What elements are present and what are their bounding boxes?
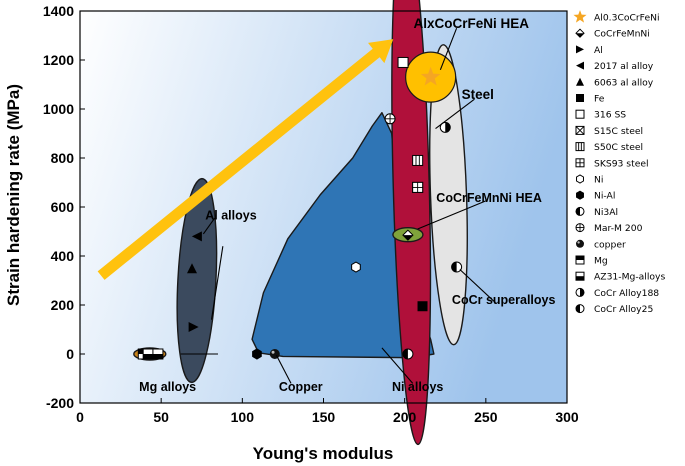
x-tick-label: 200: [393, 409, 417, 425]
legend-label-sks93-steel: SKS93 steel: [594, 158, 649, 169]
axes: 0 50 100 150 200 250 300 -20002004006008001000…: [43, 3, 579, 425]
legend-marker-copper: [576, 239, 584, 248]
legend-label-fe: Fe: [594, 94, 605, 105]
point-fe: [417, 301, 428, 312]
annotation-ni-alloys: Ni alloys: [392, 380, 443, 394]
plot-area: AlxCoCrFeNi HEA Steel CoCrFeMnNi HEA Al all…: [79, 0, 568, 446]
legend-label-s50c-steel: S50C steel: [594, 142, 643, 153]
annotation-leader: [210, 246, 224, 320]
legend-label-cocrfemnni: CoCrFeMnNi: [594, 29, 650, 40]
point-az31-mg-alloys: [142, 348, 154, 360]
point-ni3al: [402, 348, 414, 360]
point-ni-al: [252, 348, 262, 360]
x-tick-label: 300: [555, 409, 579, 425]
legend: Al0.3CoCrFeNi CoCrFeMnNi Al 2017 al alloy 60…: [573, 10, 665, 315]
legend-marker-ni-al: [576, 190, 584, 200]
y-tick-label: 400: [51, 248, 75, 264]
y-tick-label: 200: [51, 297, 75, 313]
annotation-al-alloys: Al alloys: [205, 208, 256, 222]
legend-marker-cocrfemnni: [575, 28, 585, 38]
legend-marker-mar-m-200: [575, 223, 585, 233]
point-cocr-alloy25: [451, 261, 463, 273]
annotation-copper: Copper: [279, 380, 323, 394]
legend-marker-ni: [576, 174, 584, 184]
legend-marker-mg: [575, 255, 585, 265]
y-tick-label: 0: [66, 346, 74, 362]
point-cocr-alloy188: [439, 121, 451, 133]
legend-marker-2017-al-alloy: [576, 61, 584, 70]
legend-marker-al: [576, 45, 584, 54]
legend-label-2017-al-alloy: 2017 al alloy: [594, 61, 654, 72]
legend-label-s15c-steel: S15C steel: [594, 126, 643, 137]
annotation-leader: [202, 217, 216, 235]
legend-label-cocr-alloy188: CoCr Alloy188: [594, 288, 659, 299]
legend-marker-az31-mg-alloys: [575, 271, 585, 281]
legend-marker-316-ss: [575, 109, 585, 119]
y-axis-title: Strain hardening rate (MPa): [4, 84, 23, 306]
annotation-mg-alloys: Mg alloys: [139, 380, 196, 394]
annotation-steel: Steel: [462, 87, 494, 102]
legend-label-ni: Ni: [594, 175, 603, 186]
legend-label-copper: copper: [594, 239, 626, 250]
x-tick-label: 250: [474, 409, 498, 425]
y-tick-label: 600: [51, 199, 75, 215]
point-s50c-steel: [412, 154, 424, 166]
legend-marker-s50c-steel: [575, 142, 585, 152]
y-tick-label: 800: [51, 150, 75, 166]
annotation-cocrfemnni-hea: CoCrFeMnNi HEA: [436, 191, 542, 205]
annotation-leader: [275, 354, 292, 384]
legend-label-6063-al-alloy: 6063 al alloy: [594, 77, 654, 88]
y-tick-label: -200: [46, 395, 74, 411]
annotation-leader: [459, 269, 495, 302]
point-cocrfemnni: [402, 229, 414, 241]
x-tick-label: 0: [76, 409, 84, 425]
legend-marker-cocr-alloy25: [575, 304, 585, 314]
point-316-ss: [397, 56, 409, 68]
point-mar-m-200: [384, 113, 396, 125]
trend-arrow: [97, 39, 394, 280]
x-axis-title: Young's modulus: [253, 444, 394, 463]
legend-marker-sks93-steel: [575, 158, 585, 168]
x-tick-label: 150: [312, 409, 336, 425]
legend-label-az31-mg-alloys: AZ31-Mg-alloys: [594, 272, 665, 283]
legend-marker-cocr-alloy188: [575, 287, 585, 297]
legend-marker-s15c-steel: [575, 125, 585, 135]
legend-label-cocr-alloy25: CoCr Alloy25: [594, 304, 653, 315]
legend-marker-6063-al-alloy: [576, 77, 584, 86]
y-tick-label: 1200: [43, 52, 74, 68]
legend-label-al: Al: [594, 45, 603, 56]
legend-label-mg: Mg: [594, 256, 608, 267]
point-az31-mg-alloys: [152, 348, 164, 360]
x-tick-label: 50: [153, 409, 169, 425]
steel-region: [391, 0, 432, 446]
y-tick-label: 1400: [43, 3, 74, 19]
y-tick-label: 1000: [43, 101, 74, 117]
legend-label-mar-m-200: Mar-M 200: [594, 223, 643, 234]
legend-label-316-ss: 316 SS: [594, 110, 626, 121]
annotation-leader: [435, 98, 475, 130]
point-ni: [351, 261, 361, 273]
legend-marker-fe: [576, 94, 584, 102]
annotation-leader: [439, 27, 458, 70]
annotation-leader: [417, 200, 487, 230]
annotation-leader: [381, 347, 414, 384]
annotation-alxcocrfeni-hea: AlxCoCrFeNi HEA: [413, 16, 529, 31]
point-al0-3cocrfeni: [420, 66, 441, 86]
annotation-cocr-superalloys: CoCr superalloys: [452, 293, 556, 307]
point-copper: [269, 349, 280, 359]
point-sks93-steel: [412, 181, 424, 193]
point-al: [188, 322, 199, 333]
point-6063-al-alloy: [187, 263, 198, 274]
legend-label-al0-3cocrfeni: Al0.3CoCrFeNi: [594, 13, 660, 24]
legend-label-ni-al: Ni-Al: [594, 191, 615, 202]
legend-marker-al0-3cocrfeni: [573, 10, 587, 23]
x-tick-label: 100: [231, 409, 255, 425]
legend-label-ni3al: Ni3Al: [594, 207, 618, 218]
point-2017-al-alloy: [191, 231, 202, 242]
legend-marker-ni3al: [575, 206, 585, 216]
